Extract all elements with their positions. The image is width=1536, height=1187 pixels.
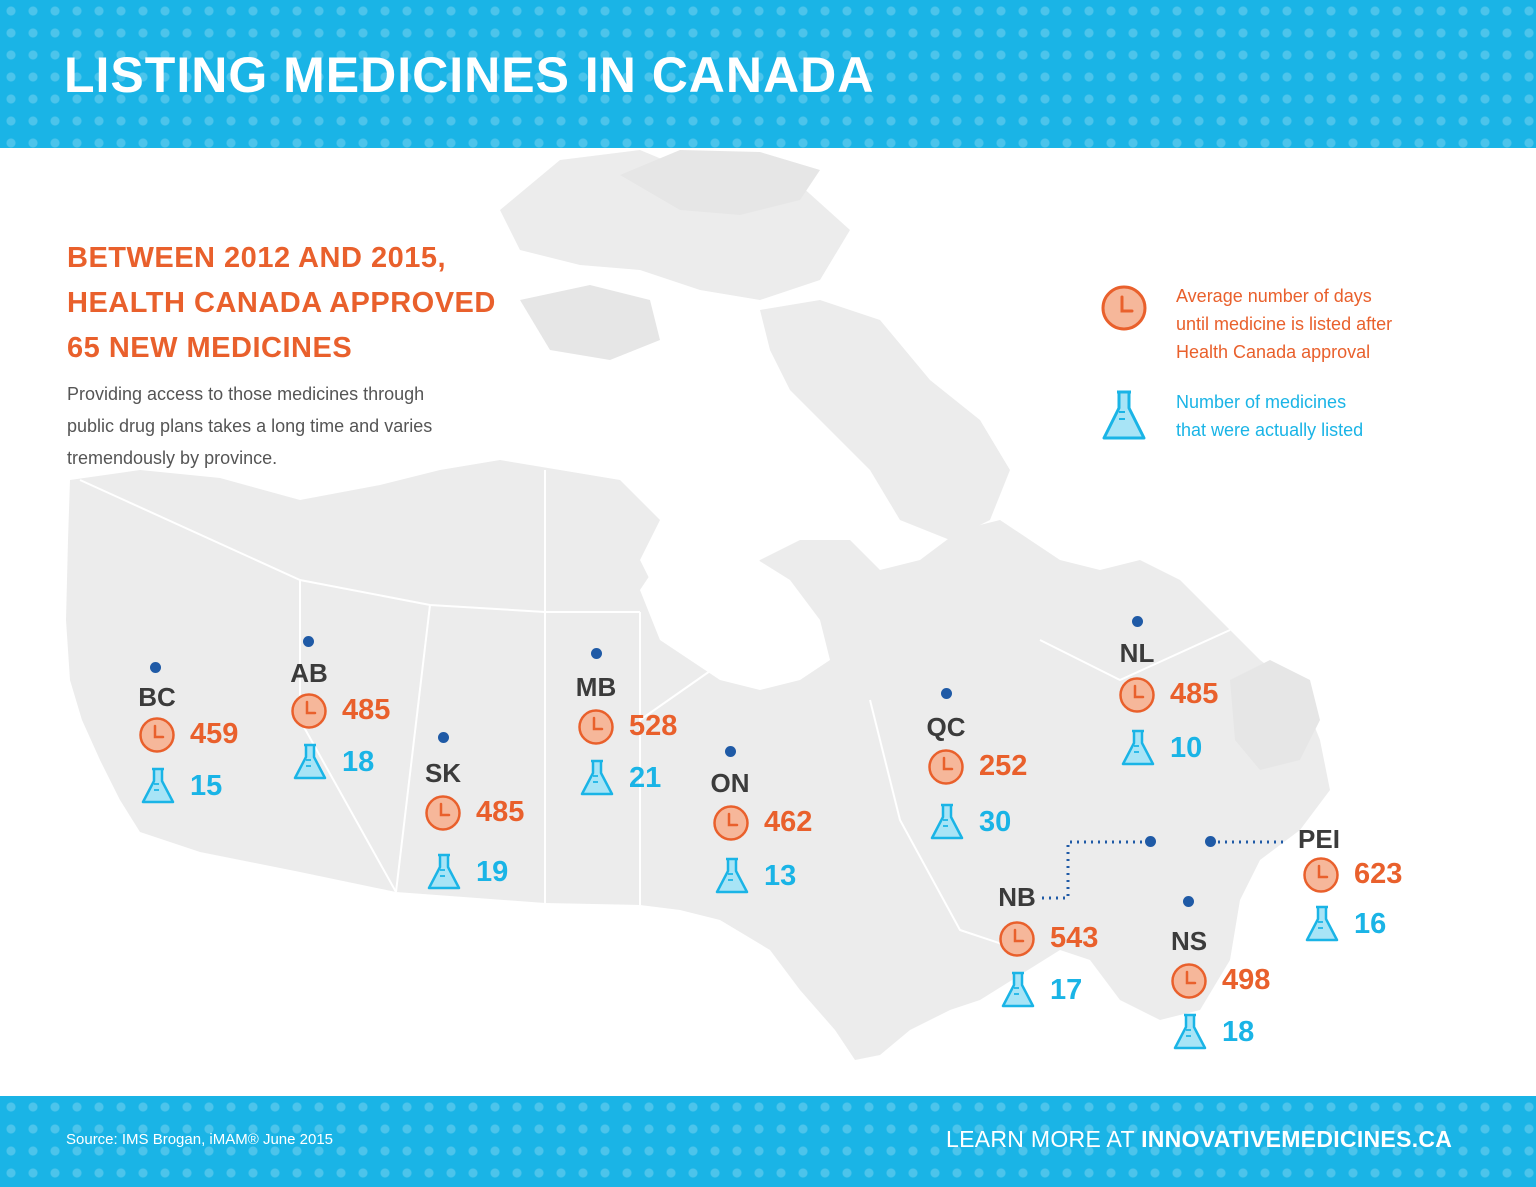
intro-line: tremendously by province. <box>67 448 278 468</box>
headline-line: 65 NEW MEDICINES <box>67 332 353 364</box>
bc-flask-icon <box>140 766 176 811</box>
intro-line: Providing access to those medicines thro… <box>67 384 425 404</box>
bc-province-code: BC <box>138 682 176 712</box>
ns-clock-icon <box>1170 962 1208 1005</box>
qc-days-value: 252 <box>979 750 1028 782</box>
qc-flask-icon <box>929 802 965 847</box>
nl-clock-icon <box>1118 676 1156 719</box>
mb-flask-icon <box>579 758 615 803</box>
legend-days-text: Average number of days until medicine is… <box>1176 282 1466 366</box>
ns-medicines-value: 18 <box>1222 1016 1255 1048</box>
learn-site: INNOVATIVEMEDICINES.CA <box>1141 1126 1453 1152</box>
nb-province-code: NB <box>998 882 1036 912</box>
pei-province-code: PEI <box>1298 824 1340 854</box>
on-days-value: 462 <box>764 806 813 838</box>
qc-medicines-value: 30 <box>979 806 1012 838</box>
mb-marker-dot <box>591 648 602 659</box>
bc-clock-icon <box>138 716 176 759</box>
bc-medicines-value: 15 <box>190 770 223 802</box>
headline: BETWEEN 2012 AND 2015, HEALTH CANADA APP… <box>67 236 587 371</box>
qc-marker-dot <box>941 688 952 699</box>
footer-band <box>0 1096 1536 1187</box>
canada-map <box>66 150 1330 1060</box>
learn-more-link[interactable]: LEARN MORE AT INNOVATIVEMEDICINES.CA <box>946 1126 1452 1153</box>
header-band: LISTING MEDICINES IN CANADA <box>0 0 1536 148</box>
ab-marker-dot <box>303 636 314 647</box>
qc-province-code: QC <box>926 712 966 742</box>
pei-days-value: 623 <box>1354 858 1403 890</box>
ab-clock-icon <box>290 692 328 735</box>
ns-marker-dot <box>1183 896 1194 907</box>
intro-line: public drug plans takes a long time and … <box>67 416 433 436</box>
on-marker-dot <box>725 746 736 757</box>
mb-clock-icon <box>577 708 615 751</box>
headline-line: BETWEEN 2012 AND 2015, <box>67 242 447 274</box>
nl-marker-dot <box>1132 616 1143 627</box>
mb-province-code: MB <box>575 672 617 702</box>
legend-count-line: Number of medicines <box>1176 392 1347 412</box>
mb-medicines-value: 21 <box>629 762 662 794</box>
nl-province-code: NL <box>1119 638 1155 668</box>
sk-marker-dot <box>438 732 449 743</box>
province-borders <box>79 470 1231 951</box>
connector-lines <box>1042 840 1286 900</box>
nl-flask-icon <box>1120 728 1156 773</box>
sk-days-value: 485 <box>476 796 525 828</box>
pei-medicines-value: 16 <box>1354 908 1387 940</box>
sk-medicines-value: 19 <box>476 856 509 888</box>
on-medicines-value: 13 <box>764 860 797 892</box>
nb-flask-icon <box>1000 970 1036 1015</box>
sk-clock-icon <box>424 794 462 837</box>
legend-count-line: that were actually listed <box>1176 420 1364 440</box>
sk-flask-icon <box>426 852 462 897</box>
on-flask-icon <box>714 856 750 901</box>
bc-days-value: 459 <box>190 718 239 750</box>
victoria-island <box>520 285 660 360</box>
pei-clock-icon <box>1302 856 1340 899</box>
qc-clock-icon <box>927 748 965 791</box>
ab-days-value: 485 <box>342 694 391 726</box>
hudson-bay <box>640 545 830 690</box>
ab-flask-icon <box>292 742 328 787</box>
ns-flask-icon <box>1172 1012 1208 1057</box>
ns-province-code: NS <box>1170 926 1208 956</box>
sk-province-code: SK <box>424 758 462 788</box>
baffin-island <box>760 300 1010 540</box>
pei-marker-dot <box>1205 836 1216 847</box>
nb-medicines-value: 17 <box>1050 974 1083 1006</box>
mb-days-value: 528 <box>629 710 678 742</box>
mainland <box>66 460 1330 1060</box>
ellesmere-island <box>620 150 820 215</box>
legend-flask-icon <box>1100 388 1148 449</box>
legend-count-text: Number of medicines that were actually l… <box>1176 388 1466 444</box>
ab-medicines-value: 18 <box>342 746 375 778</box>
intro-paragraph: Providing access to those medicines thro… <box>67 378 527 474</box>
nb-clock-icon <box>998 920 1036 963</box>
learn-prefix: LEARN MORE AT <box>946 1126 1142 1152</box>
source-note: Source: IMS Brogan, iMAM® June 2015 <box>66 1131 334 1148</box>
legend-clock-icon <box>1100 284 1148 337</box>
legend-days-line: until medicine is listed after <box>1176 314 1393 334</box>
headline-line: HEALTH CANADA APPROVED <box>67 287 496 319</box>
bc-marker-dot <box>150 662 161 673</box>
pei-flask-icon <box>1304 904 1340 949</box>
ns-days-value: 498 <box>1222 964 1271 996</box>
newfoundland-island <box>1230 660 1320 770</box>
page-title: LISTING MEDICINES IN CANADA <box>64 47 875 103</box>
nl-medicines-value: 10 <box>1170 732 1203 764</box>
nb-days-value: 543 <box>1050 922 1099 954</box>
nb-marker-dot <box>1145 836 1156 847</box>
on-clock-icon <box>712 804 750 847</box>
on-province-code: ON <box>710 768 750 798</box>
legend-days-line: Health Canada approval <box>1176 342 1371 362</box>
nl-days-value: 485 <box>1170 678 1219 710</box>
legend-days-line: Average number of days <box>1176 286 1372 306</box>
ab-province-code: AB <box>290 658 328 688</box>
